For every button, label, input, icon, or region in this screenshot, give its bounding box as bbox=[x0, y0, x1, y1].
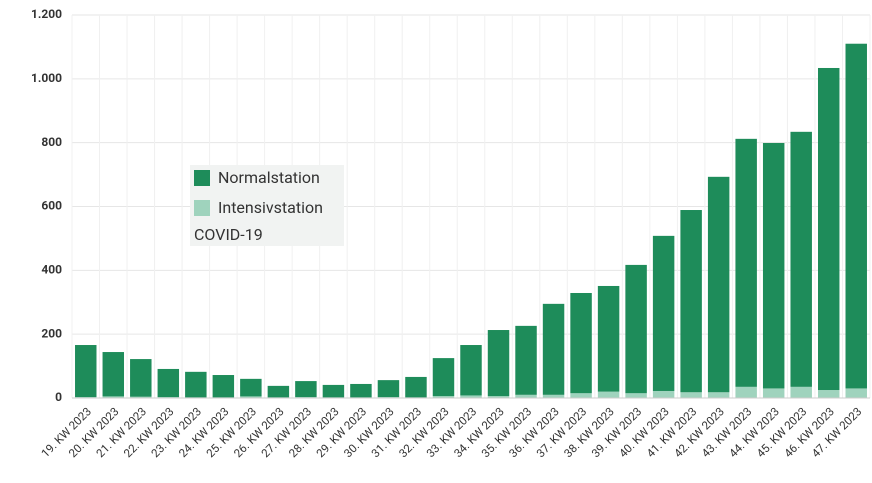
bar-segment bbox=[267, 385, 290, 398]
bar-segment bbox=[130, 396, 152, 398]
bar-segment bbox=[707, 176, 730, 393]
bar-segment bbox=[542, 303, 565, 395]
legend-label: Intensivstation bbox=[218, 198, 323, 217]
y-tick-label: 600 bbox=[41, 199, 62, 213]
legend-swatch bbox=[194, 200, 210, 216]
bar-segment bbox=[570, 393, 592, 398]
bar-segment bbox=[432, 358, 455, 397]
bar-segment bbox=[817, 390, 840, 398]
bar-segment bbox=[790, 131, 812, 387]
bar-segment bbox=[212, 375, 235, 398]
bar-segment bbox=[735, 138, 757, 387]
bar-segment bbox=[625, 264, 647, 394]
y-tick-label: 1.000 bbox=[31, 71, 62, 85]
bar-segment bbox=[735, 386, 757, 398]
y-tick-label: 0 bbox=[55, 390, 62, 404]
bar-segment bbox=[762, 142, 785, 389]
bar-segment bbox=[515, 394, 537, 398]
bar-segment bbox=[570, 292, 592, 394]
bar-segment bbox=[295, 381, 317, 398]
bar-segment bbox=[817, 67, 840, 391]
bar-segment bbox=[680, 210, 702, 393]
bar-segment bbox=[460, 345, 482, 396]
bar-segment bbox=[157, 368, 180, 398]
bar-segment bbox=[790, 386, 812, 398]
legend-box bbox=[190, 165, 344, 246]
bar-segment bbox=[405, 376, 427, 398]
legend-swatch bbox=[194, 170, 210, 186]
bar-segment bbox=[542, 394, 565, 398]
bar-segment bbox=[707, 392, 730, 398]
legend-title: COVID-19 bbox=[194, 225, 263, 244]
bar-segment bbox=[762, 388, 785, 398]
y-tick-label: 1.200 bbox=[31, 7, 62, 21]
bar-segment bbox=[597, 285, 620, 392]
bar-segment bbox=[460, 395, 482, 398]
bar-segment bbox=[185, 371, 207, 398]
bar-segment bbox=[102, 396, 125, 398]
bar-segment bbox=[597, 391, 620, 398]
bar-segment bbox=[845, 388, 867, 398]
bar-segment bbox=[102, 352, 125, 397]
bar-segment bbox=[75, 345, 97, 398]
y-tick-label: 200 bbox=[41, 326, 62, 340]
bar-segment bbox=[680, 392, 702, 398]
bar-segment bbox=[487, 396, 510, 398]
bar-segment bbox=[652, 390, 675, 398]
y-tick-label: 400 bbox=[41, 263, 62, 277]
bar-segment bbox=[625, 393, 647, 398]
bar-segment bbox=[487, 330, 510, 397]
legend-label: Normalstation bbox=[218, 168, 320, 187]
bar-segment bbox=[845, 43, 867, 389]
bar-segment bbox=[652, 235, 675, 391]
bar-segment bbox=[377, 380, 400, 398]
bar-segment bbox=[515, 325, 537, 395]
bar-segment bbox=[350, 383, 372, 398]
bar-segment bbox=[240, 378, 262, 397]
y-tick-label: 800 bbox=[41, 135, 62, 149]
bar-segment bbox=[240, 396, 262, 398]
bar-segment bbox=[130, 359, 152, 397]
bar-segment bbox=[322, 384, 345, 398]
bar-segment bbox=[432, 396, 455, 398]
